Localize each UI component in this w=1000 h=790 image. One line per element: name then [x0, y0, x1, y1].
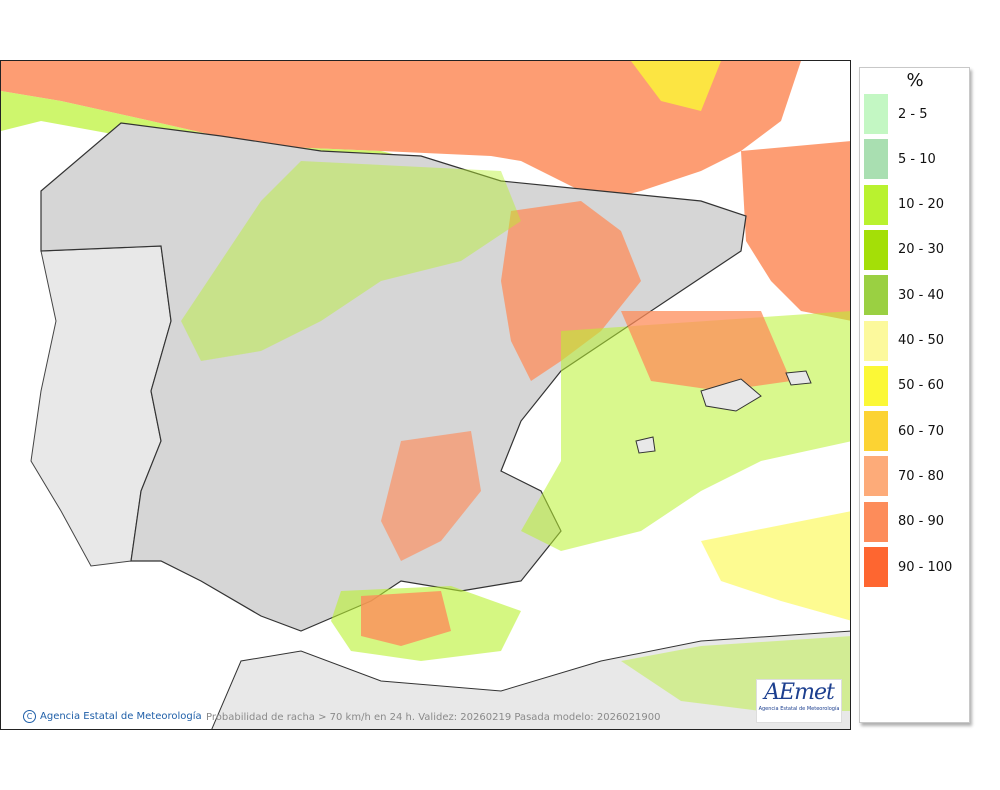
agency-credit: C Agencia Estatal de Meteorología	[23, 710, 202, 723]
legend-title: %	[906, 70, 924, 91]
legend-swatch	[864, 275, 888, 316]
legend-item: 20 - 30	[864, 229, 945, 270]
legend-swatch	[864, 456, 888, 497]
legend-label: 20 - 30	[898, 242, 945, 258]
legend-item: 60 - 70	[864, 411, 945, 452]
legend-item: 2 - 5	[864, 94, 928, 134]
map-caption: Probabilidad de racha > 70 km/h en 24 h.…	[206, 712, 661, 723]
legend-swatch	[864, 411, 888, 452]
gulf-of-lion-high-probability	[741, 141, 850, 321]
legend-item: 50 - 60	[864, 365, 945, 406]
north-africa	[211, 630, 850, 729]
northeast-high-probability	[501, 201, 641, 381]
legend-label: 50 - 60	[898, 378, 945, 394]
agency-credit-text: Agencia Estatal de Meteorología	[40, 711, 202, 722]
aemet-logo-mark: AEmet	[764, 680, 835, 705]
probability-legend: % 2 - 5 5 - 10 10 - 20 20 - 30 30 - 40 40 - 5…	[859, 67, 970, 723]
alboran-high-probability	[361, 591, 451, 646]
legend-label: 70 - 80	[898, 468, 945, 484]
legend-swatch	[864, 229, 888, 270]
legend-label: 30 - 40	[898, 287, 945, 303]
legend-label: 60 - 70	[898, 423, 945, 439]
legend-label: 10 - 20	[898, 197, 945, 213]
legend-swatch	[864, 547, 888, 587]
legend-item: 70 - 80	[864, 456, 945, 497]
forecast-map: C Agencia Estatal de Meteorología Probab…	[0, 60, 851, 730]
legend-label: 5 - 10	[898, 151, 936, 167]
legend-swatch	[864, 320, 888, 361]
menorca	[785, 370, 812, 386]
legend-label: 80 - 90	[898, 514, 945, 530]
east-yellow-band	[701, 511, 850, 621]
legend-label: 2 - 5	[898, 106, 928, 122]
legend-item: 90 - 100	[864, 547, 952, 587]
copyright-icon: C	[23, 710, 36, 723]
bay-of-biscay-high-probability	[1, 61, 491, 156]
ibiza	[635, 436, 656, 454]
france-yellow-band	[631, 61, 721, 111]
legend-label: 40 - 50	[898, 333, 945, 348]
legend-item: 30 - 40	[864, 275, 945, 316]
legend-swatch	[864, 94, 888, 134]
southeast-high-probability	[381, 431, 481, 561]
mallorca	[700, 378, 762, 412]
france-high-probability	[491, 61, 801, 201]
balearic-north-high-probability	[621, 311, 791, 391]
legend-item: 10 - 20	[864, 184, 945, 225]
legend-item: 5 - 10	[864, 139, 936, 180]
legend-swatch	[864, 365, 888, 406]
aemet-logo: AEmet Agencia Estatal de Meteorología	[756, 679, 842, 723]
legend-swatch	[864, 184, 888, 225]
map-canvas	[1, 61, 850, 729]
legend-item: 40 - 50	[864, 320, 945, 361]
north-green-band	[181, 161, 521, 361]
legend-swatch	[864, 139, 888, 180]
aemet-logo-subtitle: Agencia Estatal de Meteorología	[758, 706, 840, 712]
legend-swatch	[864, 501, 888, 542]
legend-item: 80 - 90	[864, 501, 945, 542]
legend-label: 90 - 100	[898, 559, 953, 575]
